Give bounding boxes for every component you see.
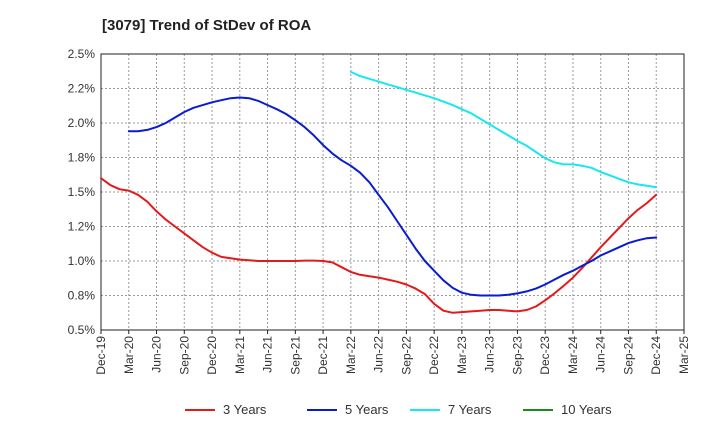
y-tick-label: 1.8% bbox=[68, 151, 96, 165]
legend-label-7-years: 7 Years bbox=[448, 402, 492, 417]
series-line-5-years bbox=[127, 96, 658, 297]
x-tick-label: Dec-19 bbox=[94, 336, 108, 375]
x-tick-label: Dec-20 bbox=[205, 336, 219, 375]
y-axis: 0.5% 0.8% 1.0% 1.2% 1.5% 1.8% 2.0% 2.2% 2.5% bbox=[68, 47, 96, 337]
x-axis: Dec-19 Mar-20 Jun-20 Sep-20 Dec-20 Mar-21 Jun-… bbox=[94, 330, 691, 375]
x-tick-label: Dec-24 bbox=[649, 336, 663, 375]
legend-label-10-years: 10 Years bbox=[561, 402, 612, 417]
x-tick-label: Mar-20 bbox=[122, 336, 136, 374]
x-tick-label: Jun-20 bbox=[150, 336, 164, 373]
grid bbox=[101, 54, 684, 330]
x-tick-label: Dec-22 bbox=[427, 336, 441, 375]
legend-label-3-years: 3 Years bbox=[223, 402, 267, 417]
y-tick-label: 2.5% bbox=[68, 47, 96, 61]
x-tick-label: Dec-23 bbox=[538, 336, 552, 375]
plot-area bbox=[100, 53, 685, 331]
y-tick-label: 0.5% bbox=[68, 323, 96, 337]
x-tick-label: Jun-21 bbox=[261, 336, 275, 373]
legend-label-5-years: 5 Years bbox=[345, 402, 389, 417]
x-tick-label: Sep-22 bbox=[399, 336, 413, 375]
x-tick-label: Mar-21 bbox=[233, 336, 247, 374]
x-tick-label: Sep-23 bbox=[510, 336, 524, 375]
x-tick-label: Jun-24 bbox=[594, 336, 608, 373]
y-tick-label: 1.5% bbox=[68, 185, 96, 199]
y-tick-label: 2.2% bbox=[68, 82, 96, 96]
x-tick-label: Dec-21 bbox=[316, 336, 330, 375]
y-tick-label: 0.8% bbox=[68, 289, 96, 303]
chart-title: [3079] Trend of StDev of ROA bbox=[102, 17, 311, 34]
x-tick-label: Jun-22 bbox=[372, 336, 386, 373]
x-tick-label: Sep-24 bbox=[621, 336, 635, 375]
x-tick-label: Sep-21 bbox=[288, 336, 302, 375]
series-line-3-years bbox=[100, 177, 658, 314]
legend: 3 Years 5 Years 7 Years 10 Years bbox=[185, 402, 612, 417]
series-line-7-years bbox=[349, 70, 658, 189]
y-tick-label: 2.0% bbox=[68, 116, 96, 130]
series bbox=[100, 70, 658, 314]
y-tick-label: 1.2% bbox=[68, 220, 96, 234]
x-tick-label: Jun-23 bbox=[483, 336, 497, 373]
x-tick-label: Mar-23 bbox=[455, 336, 469, 374]
x-tick-label: Mar-22 bbox=[344, 336, 358, 374]
y-tick-label: 1.0% bbox=[68, 254, 96, 268]
x-tick-label: Mar-24 bbox=[566, 336, 580, 374]
x-tick-label: Sep-20 bbox=[177, 336, 191, 375]
x-tick-label: Mar-25 bbox=[677, 336, 691, 374]
